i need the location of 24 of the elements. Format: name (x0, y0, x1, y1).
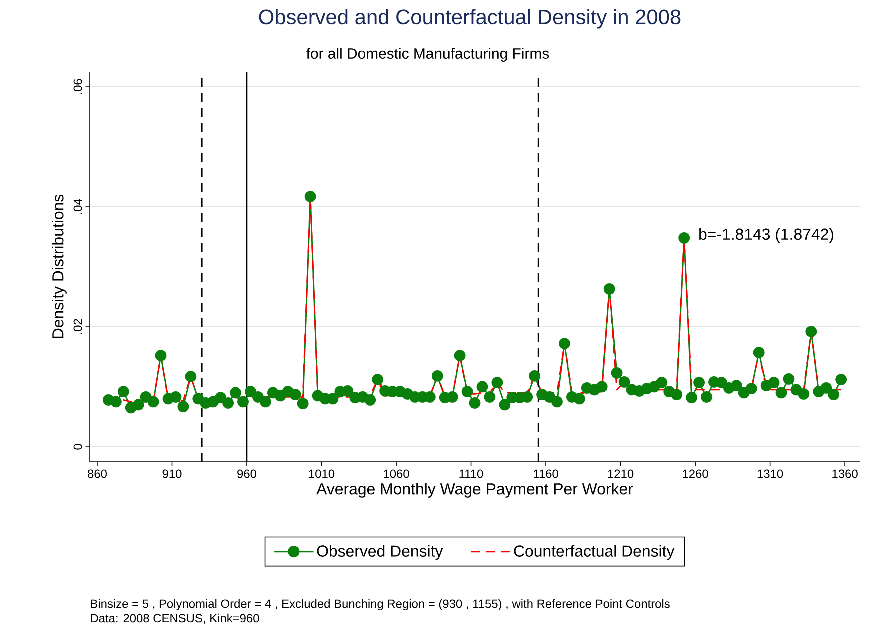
x-tick-label: 1010 (309, 470, 335, 478)
text: Data: 2008 CENSUS, Kink=960 (91, 614, 260, 624)
x-tick-label: 1260 (683, 470, 708, 478)
y-tick-label: .06 (74, 79, 82, 94)
text: Binsize = 5 , Polynomial Order = 4 , Excluded Bunching Region = (930 , 1155) , with Reference Point Controls (91, 599, 670, 611)
x-tick-label: 1060 (384, 470, 410, 478)
chart-subtitle: for all Domestic Manufacturing Firms (306, 48, 550, 62)
x-tick-label: 1310 (758, 470, 784, 478)
x-tick-label: 960 (238, 470, 257, 478)
x-axis-title: Average Monthly Wage Payment Per Worker (316, 483, 634, 498)
x-tick-label: 1160 (534, 470, 558, 478)
x-tick-label: 1210 (608, 470, 634, 478)
legend-label: Counterfactual Density (514, 545, 675, 560)
x-tick-label: 1110 (460, 470, 484, 478)
chart-title: Observed and Counterfactual Density in 2008 (259, 9, 681, 29)
legend-label: Observed Density (317, 545, 444, 560)
y-tick-label: .02 (74, 319, 82, 334)
annotation: b=-1.8143 (1.8742) (700, 228, 834, 244)
y-axis-title: Density Distributions (52, 194, 67, 338)
x-tick-label: 910 (162, 470, 182, 478)
y-tick-label: 0 (74, 444, 82, 450)
x-tick-label: 860 (88, 470, 107, 478)
y-tick-label: .04 (74, 199, 82, 214)
x-tick-label: 1360 (832, 470, 858, 478)
